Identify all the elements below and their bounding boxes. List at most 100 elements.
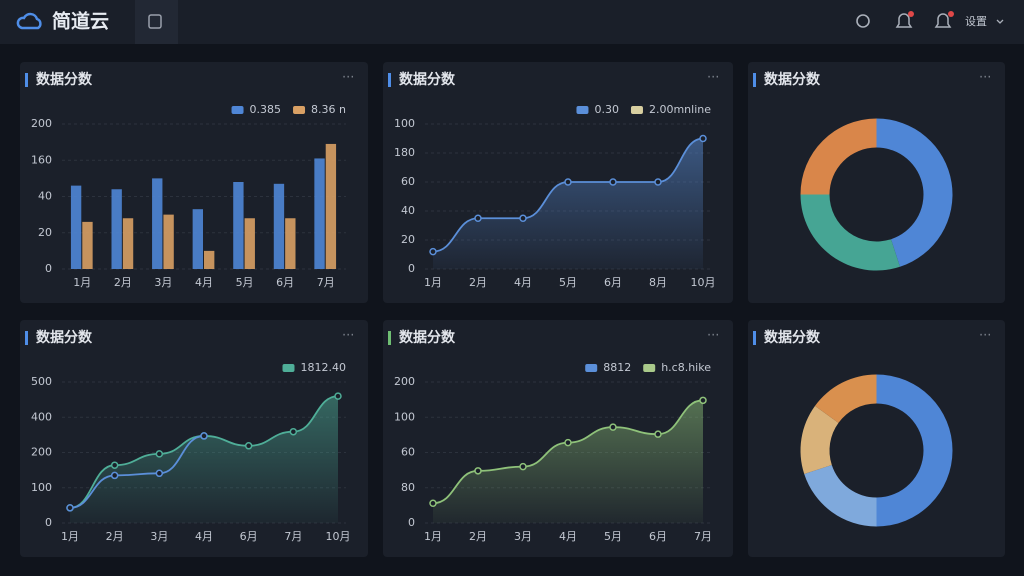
x-tick-label: 3月	[154, 276, 172, 289]
chevron	[996, 19, 1004, 24]
x-tick-label: 4月	[514, 276, 532, 289]
x-tick-label: 10月	[326, 530, 351, 543]
donut-slice	[876, 118, 953, 267]
bar	[111, 189, 122, 269]
area	[433, 138, 703, 269]
legend-swatch	[630, 106, 643, 114]
donut-slice	[800, 118, 877, 195]
x-tick-label: 5月	[559, 276, 577, 289]
more-menu[interactable]: ···	[707, 329, 719, 344]
y-tick-label: 100	[394, 410, 415, 423]
point	[519, 462, 527, 471]
legend-swatch	[643, 364, 656, 372]
more-menu[interactable]: ···	[979, 71, 991, 86]
x-tick-label: 3月	[150, 530, 168, 543]
point	[699, 134, 707, 143]
point	[609, 423, 617, 431]
badge	[948, 11, 954, 17]
point	[429, 247, 437, 256]
point	[474, 214, 482, 222]
legend-swatch	[293, 106, 306, 114]
title-accent	[753, 331, 756, 345]
x-tick-label: 6月	[276, 276, 294, 289]
donut-slice	[804, 465, 877, 527]
bar	[273, 183, 285, 269]
x-tick-label: 4月	[195, 276, 213, 289]
y-tick-label: 200	[31, 446, 52, 459]
more-menu[interactable]: ···	[342, 329, 354, 344]
title-accent	[25, 73, 28, 87]
more-menu[interactable]: ···	[342, 71, 354, 86]
logo-icon	[16, 12, 42, 30]
panel-title: 数据分数	[36, 71, 93, 88]
point	[564, 438, 572, 447]
x-tick-label: 2月	[469, 530, 487, 543]
y-tick-label: 60	[401, 446, 415, 459]
y-tick-label: 0	[408, 262, 415, 275]
point	[155, 450, 164, 458]
panel	[748, 320, 1005, 557]
legend-swatch	[585, 364, 598, 372]
tab-icon	[148, 14, 162, 29]
panel	[748, 62, 1005, 303]
point	[654, 430, 662, 438]
bar	[152, 178, 163, 269]
bar	[233, 182, 244, 269]
panel-title: 数据分数	[36, 329, 93, 346]
bar	[325, 143, 337, 269]
y-tick-label: 80	[401, 481, 415, 494]
y-tick-label: 200	[31, 117, 52, 130]
x-tick-label: 10月	[691, 276, 716, 289]
y-tick-label: 200	[394, 375, 415, 388]
legend-label: 1812.40	[301, 361, 347, 374]
legend-label: 8812	[603, 361, 631, 374]
bar	[122, 218, 134, 269]
y-tick-label: 0	[45, 516, 52, 529]
legend-label: 2.00mnline	[649, 103, 711, 116]
bar	[70, 185, 82, 269]
more-menu[interactable]: ···	[707, 71, 719, 86]
x-tick-label: 6月	[649, 530, 667, 543]
point	[66, 504, 74, 512]
x-tick-label: 1月	[424, 276, 442, 289]
point	[654, 178, 662, 186]
bell-icon[interactable]	[934, 13, 952, 28]
legend-label: h.c8.hike	[661, 361, 711, 374]
y-tick-label: 20	[38, 226, 52, 239]
donut-slice	[800, 194, 900, 271]
bar	[192, 209, 203, 269]
bar	[204, 250, 215, 269]
x-tick-label: 6月	[240, 530, 258, 543]
title-accent	[25, 331, 28, 345]
panel-title: 数据分数	[764, 71, 821, 88]
y-tick-label: 0	[45, 262, 52, 275]
tab[interactable]	[135, 0, 178, 44]
panel-title: 数据分数	[764, 329, 821, 346]
x-tick-label: 1月	[61, 530, 79, 543]
donut-slice	[876, 374, 953, 527]
legend-swatch	[576, 106, 589, 114]
more-menu[interactable]: ···	[979, 329, 991, 344]
bell-icon[interactable]	[895, 13, 913, 28]
y-tick-label: 40	[38, 190, 52, 203]
x-tick-label: 1月	[73, 276, 91, 289]
point	[699, 396, 707, 405]
x-tick-label: 7月	[284, 530, 302, 543]
legend-label: 0.385	[250, 103, 282, 116]
legend-swatch	[231, 106, 244, 114]
point	[334, 392, 342, 400]
y-tick-label: 20	[401, 233, 415, 246]
y-tick-label: 100	[394, 117, 415, 130]
panel-title: 数据分数	[399, 329, 456, 346]
line	[69, 435, 205, 509]
search-icon[interactable]	[856, 14, 870, 28]
x-tick-label: 6月	[604, 276, 622, 289]
x-tick-label: 2月	[114, 276, 132, 289]
title-accent	[753, 73, 756, 87]
point	[429, 499, 437, 508]
user-menu[interactable]: 设置	[965, 15, 987, 28]
point	[474, 467, 482, 475]
y-tick-label: 0	[408, 516, 415, 529]
